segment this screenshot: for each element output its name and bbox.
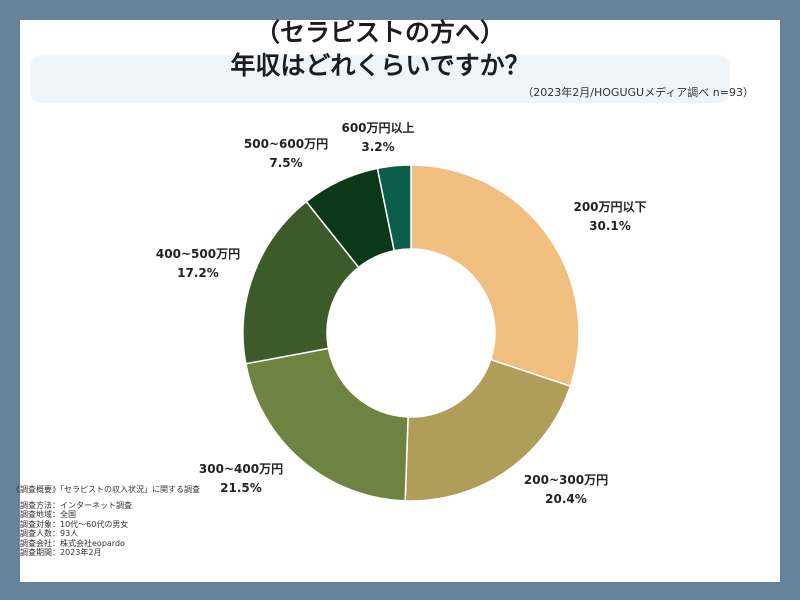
slice-label-3: 300~400万円 bbox=[199, 462, 283, 476]
slice-value-label-5: 7.5% bbox=[269, 156, 302, 170]
survey-line: 調査対象：10代〜60代の男女 bbox=[20, 519, 129, 529]
chart-title: （セラピストの方へ） 年収はどれくらいですか？ bbox=[0, 16, 760, 82]
title-line-1: （セラピストの方へ） bbox=[254, 18, 505, 47]
pie-slice-1 bbox=[410, 164, 580, 388]
survey-line: 調査会社：株式会社eopardo bbox=[20, 538, 125, 548]
pie-slice-3 bbox=[244, 347, 409, 502]
slice-value-label-2: 20.4% bbox=[545, 492, 587, 506]
slice-value-label-6: 3.2% bbox=[361, 140, 394, 154]
slice-label-5: 500~600万円 bbox=[244, 137, 328, 151]
slice-label-2: 200~300万円 bbox=[524, 473, 608, 487]
slice-label-6: 600万円以上 bbox=[341, 120, 414, 135]
pie-slice-2 bbox=[404, 358, 572, 502]
title-band bbox=[30, 55, 730, 103]
slice-value-label-1: 30.1% bbox=[589, 219, 631, 233]
survey-line: 調査人数：93人 bbox=[20, 529, 79, 538]
survey-heading: 《調査概要》「セラピストの収入状況」に関する調査 bbox=[12, 485, 200, 494]
survey-line: 調査方法：インターネット調査 bbox=[20, 500, 132, 510]
survey-line: 調査期間：2023年2月 bbox=[20, 548, 102, 557]
pie-slice-4 bbox=[242, 200, 360, 365]
slice-value-label-4: 17.2% bbox=[177, 266, 219, 280]
slice-label-1: 200万円以下 bbox=[573, 200, 646, 214]
slice-label-4: 400~500万円 bbox=[156, 247, 240, 261]
source-note: （2023年2月/HOGUGUメディア調べ n=93） bbox=[522, 86, 754, 99]
survey-line: 調査地域：全国 bbox=[20, 510, 76, 519]
pie-slice-6 bbox=[376, 164, 412, 252]
survey-overview: 《調査概要》「セラピストの収入状況」に関する調査 調査方法：インターネット調査 … bbox=[12, 485, 200, 558]
slice-value-label-3: 21.5% bbox=[220, 481, 262, 495]
title-line-2: 年収はどれくらいですか？ bbox=[230, 51, 530, 80]
